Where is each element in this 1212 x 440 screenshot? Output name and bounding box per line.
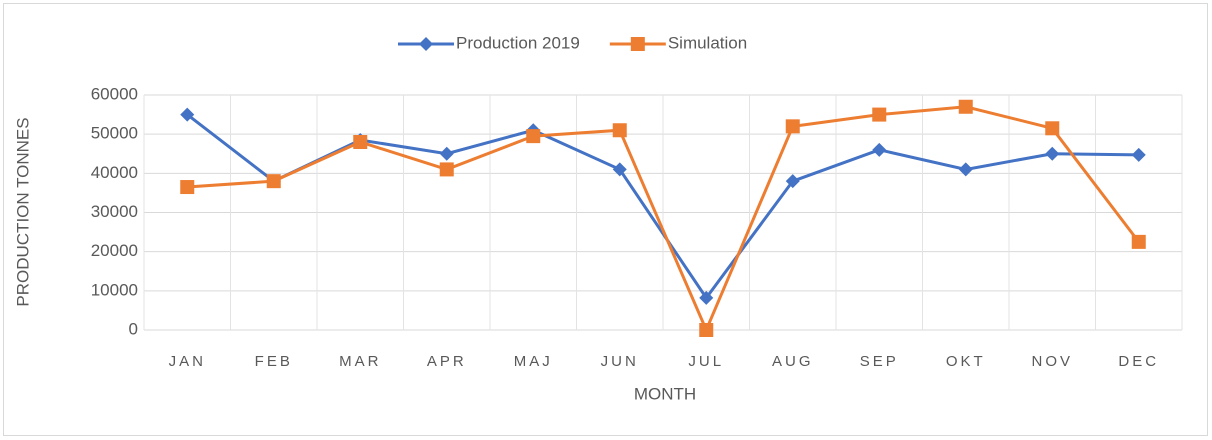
marker [958,162,973,177]
marker [785,174,800,189]
x-tick-label: DEC [1118,353,1159,370]
x-tick-label: OKT [946,353,986,370]
marker [526,129,541,144]
marker [266,174,281,189]
marker [1131,147,1146,162]
y-tick-label: 60000 [91,84,138,103]
marker [612,123,627,138]
legend-label: Production 2019 [456,33,580,52]
x-tick-label: APR [427,353,467,370]
marker [699,290,714,305]
x-tick-label: AUG [772,353,814,370]
legend-label: Simulation [668,33,747,52]
marker [958,99,973,114]
marker [630,37,645,51]
marker [180,107,195,122]
x-tick-label: MAJ [514,353,553,370]
marker [872,142,887,157]
x-tick-label: MAR [339,353,381,370]
y-tick-label: 40000 [91,163,138,182]
marker [439,146,454,161]
marker [612,162,627,177]
marker [1131,234,1146,249]
marker [699,323,714,337]
y-tick-label: 20000 [91,241,138,260]
x-tick-label: NOV [1031,353,1073,370]
marker [180,180,195,195]
y-tick-label: 30000 [91,202,138,221]
marker [1045,146,1060,161]
y-tick-label: 0 [129,319,138,338]
x-tick-label: JUN [601,353,639,370]
marker [419,37,433,51]
x-tick-label: FEB [255,353,293,370]
x-tick-label: JAN [169,353,206,370]
series-line [187,105,1140,334]
chart-border [3,3,1208,436]
x-tick-label: SEP [860,353,899,370]
x-axis-title: MONTH [634,384,696,403]
marker [1045,121,1060,136]
marker [785,119,800,134]
y-tick-label: 10000 [91,280,138,299]
marker [439,162,454,177]
y-axis-title: PRODUCTION TONNES [13,117,32,306]
y-tick-label: 50000 [91,124,138,143]
marker [872,107,887,122]
marker [353,135,368,149]
x-tick-label: JUL [688,353,724,370]
